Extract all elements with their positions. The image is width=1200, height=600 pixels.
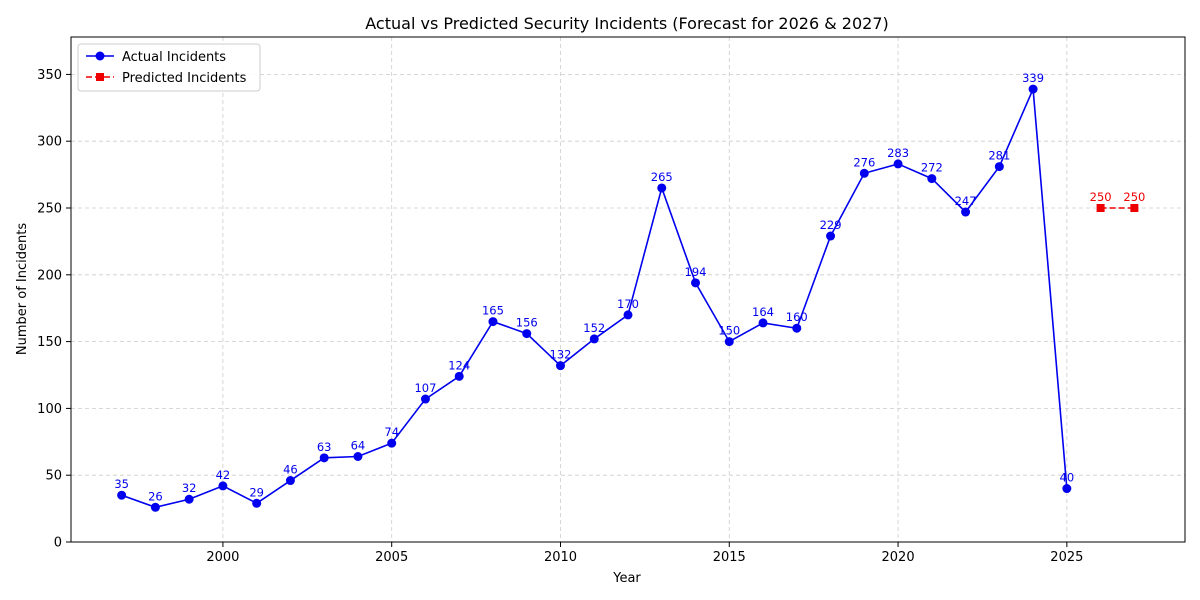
legend-label-predicted: Predicted Incidents <box>122 71 247 86</box>
x-tick-label: 2010 <box>544 550 577 565</box>
data-point-actual <box>826 231 836 241</box>
y-tick-label: 100 <box>37 402 62 417</box>
data-label-actual: 194 <box>685 265 707 279</box>
x-tick-label: 2015 <box>713 550 746 565</box>
data-point-actual <box>353 451 363 461</box>
data-point-actual <box>218 481 228 491</box>
data-label-actual: 272 <box>921 161 943 175</box>
x-axis-title: Year <box>612 571 641 586</box>
legend-marker-predicted <box>96 73 104 81</box>
data-label-actual: 229 <box>820 218 842 232</box>
data-point-actual <box>319 453 329 463</box>
data-point-actual <box>623 310 633 320</box>
data-label-actual: 74 <box>384 425 399 439</box>
x-tick-label: 2020 <box>882 550 915 565</box>
data-label-actual: 63 <box>317 440 332 454</box>
data-point-actual <box>420 394 430 404</box>
data-point-actual <box>555 361 565 371</box>
legend-label-actual: Actual Incidents <box>122 50 226 65</box>
grid <box>71 37 1185 543</box>
data-point-actual <box>792 323 802 333</box>
data-point-actual <box>522 329 532 339</box>
data-point-actual <box>893 159 903 169</box>
legend-item-actual: Actual Incidents <box>86 50 226 65</box>
x-tick-label: 2025 <box>1050 550 1083 565</box>
y-axis: 0 50 100 150 200 250 300 350 <box>37 68 71 551</box>
data-label-actual: 26 <box>148 489 163 503</box>
y-tick-label: 0 <box>54 536 62 551</box>
data-point-predicted <box>1130 204 1139 213</box>
data-label-actual: 132 <box>550 348 572 362</box>
data-label-actual: 265 <box>651 170 673 184</box>
chart-title: Actual vs Predicted Security Incidents (… <box>365 14 888 33</box>
y-tick-label: 200 <box>37 268 62 283</box>
y-axis-title: Number of Incidents <box>15 223 30 355</box>
data-label-actual: 247 <box>955 194 977 208</box>
data-point-actual <box>927 174 937 184</box>
data-label-actual: 107 <box>414 381 436 395</box>
x-axis: 2000 2005 2010 2015 2020 2025 <box>206 542 1083 565</box>
data-label-actual: 156 <box>516 316 538 330</box>
data-point-actual <box>488 317 498 327</box>
data-point-actual <box>1062 484 1072 494</box>
data-label-predicted: 250 <box>1090 190 1112 204</box>
data-label-actual: 339 <box>1022 71 1044 85</box>
y-tick-label: 250 <box>37 202 62 217</box>
data-label-actual: 170 <box>617 297 639 311</box>
legend: Actual Incidents Predicted Incidents <box>77 43 261 92</box>
data-point-actual <box>454 371 464 381</box>
data-label-actual: 42 <box>216 468 231 482</box>
data-label-actual: 40 <box>1060 471 1075 485</box>
data-point-actual <box>589 334 599 344</box>
legend-item-predicted: Predicted Incidents <box>86 71 247 86</box>
data-labels: 35 26 32 42 29 46 63 64 74 107 124 165 156 132 152 170 2… <box>114 71 1145 503</box>
data-label-actual: 283 <box>887 146 909 160</box>
data-point-actual <box>724 337 734 347</box>
data-label-actual: 35 <box>114 477 129 491</box>
data-label-predicted: 250 <box>1123 190 1145 204</box>
legend-marker-actual <box>95 51 105 61</box>
data-label-actual: 160 <box>786 310 808 324</box>
data-point-actual <box>994 162 1004 172</box>
legend-box <box>77 43 261 92</box>
data-label-actual: 276 <box>853 155 875 169</box>
x-tick-label: 2005 <box>375 550 408 565</box>
data-point-actual <box>387 438 397 448</box>
data-point-actual <box>859 168 869 178</box>
plot-frame <box>70 36 1186 543</box>
data-point-actual <box>657 183 667 193</box>
data-label-actual: 64 <box>351 438 366 452</box>
y-tick-label: 50 <box>45 469 62 484</box>
data-label-actual: 281 <box>988 149 1010 163</box>
data-point-actual <box>691 278 701 288</box>
data-point-actual <box>252 498 262 508</box>
data-point-actual <box>1028 84 1038 94</box>
x-tick-label: 2000 <box>206 550 239 565</box>
data-point-predicted <box>1096 204 1105 213</box>
data-label-actual: 32 <box>182 481 197 495</box>
data-label-actual: 165 <box>482 304 504 318</box>
data-point-actual <box>184 494 194 504</box>
series-line-actual <box>121 88 1068 509</box>
data-label-actual: 150 <box>718 324 740 338</box>
data-point-actual <box>285 476 295 486</box>
data-label-actual: 29 <box>249 485 264 499</box>
y-tick-label: 300 <box>37 135 62 150</box>
data-point-actual <box>758 318 768 328</box>
data-label-actual: 46 <box>283 463 298 477</box>
data-label-actual: 124 <box>448 358 470 372</box>
y-tick-label: 150 <box>37 335 62 350</box>
data-label-actual: 152 <box>583 321 605 335</box>
data-label-actual: 164 <box>752 305 774 319</box>
data-point-actual <box>961 207 971 217</box>
data-point-actual <box>117 490 127 500</box>
y-tick-label: 350 <box>37 68 62 83</box>
data-point-actual <box>150 502 160 512</box>
series-layer <box>117 84 1139 512</box>
